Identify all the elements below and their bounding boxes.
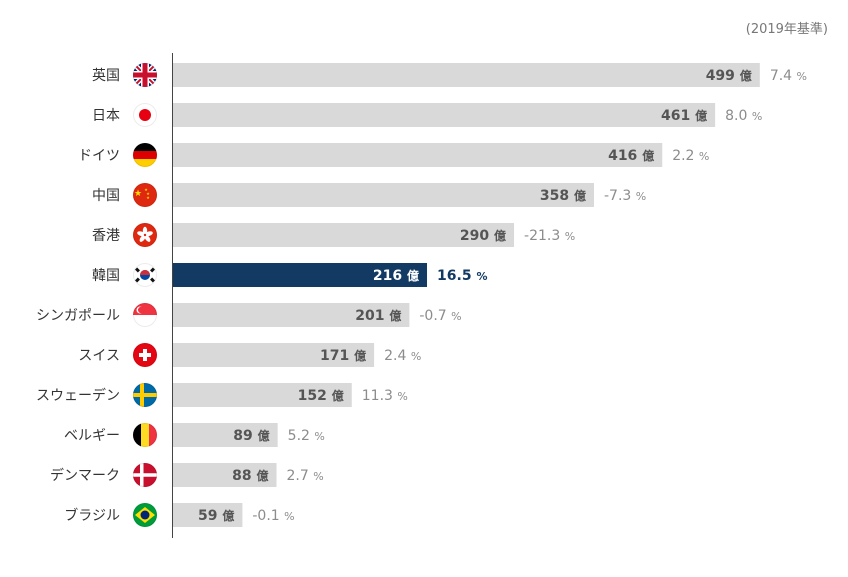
growth-label: 2.4 % bbox=[384, 348, 421, 364]
bar bbox=[173, 143, 663, 167]
growth-label: 16.5 % bbox=[437, 268, 487, 284]
category-label: ベルギー bbox=[64, 428, 120, 444]
bar bbox=[173, 503, 243, 527]
bar bbox=[173, 343, 375, 367]
growth-label: 2.2 % bbox=[672, 148, 709, 164]
value-label: 152 億 bbox=[298, 388, 344, 404]
brazil-flag-icon bbox=[133, 503, 157, 527]
category-label: デンマーク bbox=[50, 467, 120, 484]
category-label: シンガポール bbox=[36, 308, 120, 324]
category-label: 日本 bbox=[92, 108, 120, 124]
bar bbox=[173, 463, 277, 487]
bar bbox=[173, 263, 428, 287]
bar bbox=[173, 303, 410, 327]
japan-flag-icon bbox=[133, 103, 157, 127]
category-label: ブラジル bbox=[64, 507, 120, 524]
growth-label: -0.7 % bbox=[419, 308, 461, 324]
category-label: 韓国 bbox=[92, 268, 120, 284]
value-label: 201 億 bbox=[355, 308, 401, 324]
value-label: 171 億 bbox=[320, 348, 366, 364]
denmark-flag-icon bbox=[133, 463, 157, 487]
category-label: 英国 bbox=[92, 67, 120, 84]
category-label: ドイツ bbox=[78, 148, 120, 164]
germany-flag-icon bbox=[133, 143, 157, 167]
value-label: 88 億 bbox=[232, 468, 268, 484]
category-label: 中国 bbox=[92, 188, 120, 204]
category-label: スウェーデン bbox=[36, 387, 120, 404]
svg-text:★: ★ bbox=[146, 191, 150, 196]
value-label: 59 億 bbox=[198, 508, 234, 524]
bar bbox=[173, 383, 352, 407]
growth-label: 7.4 % bbox=[770, 68, 807, 84]
growth-label: 11.3 % bbox=[362, 388, 408, 404]
base-year-note: (2019年基準) bbox=[745, 22, 828, 37]
value-label: 290 億 bbox=[460, 228, 506, 244]
svg-text:★: ★ bbox=[134, 189, 142, 199]
value-label: 416 億 bbox=[608, 148, 654, 164]
bar bbox=[173, 223, 515, 247]
china-flag-icon: ★ ★★★ bbox=[133, 183, 157, 207]
bar bbox=[173, 423, 278, 447]
growth-label: 5.2 % bbox=[288, 428, 325, 444]
hongkong-flag-icon bbox=[133, 223, 157, 247]
korea-flag-icon bbox=[133, 263, 157, 287]
category-label: スイス bbox=[78, 348, 120, 364]
growth-label: -21.3 % bbox=[524, 228, 575, 244]
value-label: 216 億 bbox=[373, 268, 419, 284]
singapore-flag-icon bbox=[133, 303, 157, 327]
svg-text:★: ★ bbox=[146, 195, 150, 200]
growth-label: -7.3 % bbox=[604, 188, 646, 204]
bar bbox=[173, 103, 716, 127]
bar bbox=[173, 63, 760, 87]
value-label: 358 億 bbox=[540, 188, 586, 204]
growth-label: 8.0 % bbox=[725, 108, 762, 124]
uk-flag-icon bbox=[133, 63, 157, 87]
sweden-flag-icon bbox=[133, 383, 157, 407]
switzerland-flag-icon bbox=[133, 343, 157, 367]
growth-label: 2.7 % bbox=[286, 468, 323, 484]
category-label: 香港 bbox=[92, 228, 120, 244]
value-label: 89 億 bbox=[233, 428, 269, 444]
value-label: 499 億 bbox=[706, 68, 752, 84]
bar bbox=[173, 183, 595, 207]
svg-text:★: ★ bbox=[144, 187, 148, 192]
belgium-flag-icon bbox=[133, 423, 157, 447]
growth-label: -0.1 % bbox=[252, 508, 294, 524]
value-label: 461 億 bbox=[661, 108, 707, 124]
